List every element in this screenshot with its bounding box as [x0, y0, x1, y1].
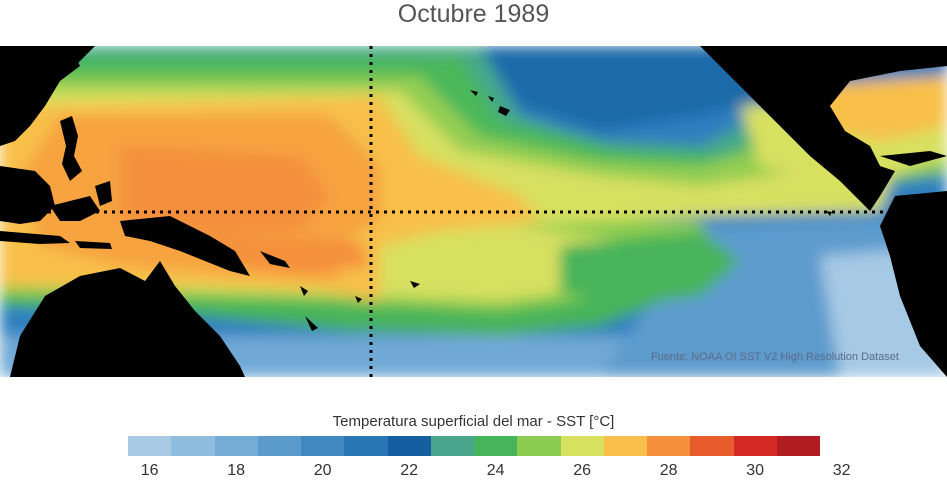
colorbar-bin	[128, 436, 172, 456]
colorbar-bin	[387, 436, 431, 456]
colorbar-bin	[344, 436, 388, 456]
sst-map	[0, 46, 947, 377]
south-america	[880, 191, 947, 377]
colorbar-tick-label: 16	[140, 462, 159, 479]
colorbar-tick-label: 30	[746, 462, 765, 479]
colorbar	[128, 436, 820, 456]
colorbar-tick-label: 20	[313, 462, 332, 479]
colorbar-tick-label: 26	[573, 462, 592, 479]
philippines	[60, 116, 82, 181]
colorbar-tick-label: 18	[227, 462, 246, 479]
colorbar-bin	[517, 436, 561, 456]
japan-islands	[60, 46, 95, 71]
colorbar-tick-label: 24	[486, 462, 505, 479]
australia	[10, 261, 245, 377]
chart-title: Octubre 1989	[397, 0, 550, 28]
colorbar-bin	[301, 436, 345, 456]
colorbar-bin	[560, 436, 604, 456]
colorbar-title: Temperatura superficial del mar - SST [°…	[332, 413, 615, 430]
colorbar-tick-label: 22	[400, 462, 419, 479]
colorbar-bin	[430, 436, 474, 456]
asia-landmass	[0, 46, 80, 146]
colorbar-bin	[257, 436, 301, 456]
borneo-sumatra	[0, 166, 55, 224]
colorbar-tick-label: 32	[832, 462, 851, 479]
colorbar-tick-label: 28	[659, 462, 678, 479]
colorbar-bin	[603, 436, 647, 456]
sst-field	[0, 46, 947, 377]
indonesia-islands	[50, 196, 100, 221]
colorbar-ticks: 16 18 20 22 24 26 28 30 32	[0, 462, 947, 480]
colorbar-bin	[733, 436, 777, 456]
colorbar-bin	[647, 436, 691, 456]
land-masses	[0, 46, 947, 377]
colorbar-bin	[776, 436, 820, 456]
colorbar-bin	[474, 436, 518, 456]
hawaii-islands	[470, 90, 510, 116]
map-gridlines	[0, 46, 947, 377]
colorbar-bin	[214, 436, 258, 456]
new-guinea	[120, 216, 250, 276]
north-america	[700, 46, 947, 211]
colorbar-bin	[690, 436, 734, 456]
colorbar-bin	[171, 436, 215, 456]
source-note: Fuente: NOAA OI SST V2 High Resolution D…	[650, 351, 899, 363]
